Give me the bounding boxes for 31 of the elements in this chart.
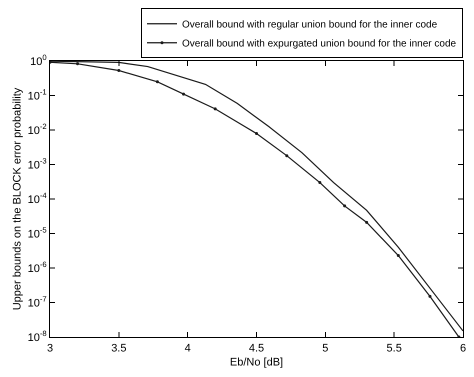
y-tick-label: 10$^{-7}$ bbox=[28, 294, 47, 310]
y-tick-label: 10$^{-2}$ bbox=[28, 122, 47, 137]
point bbox=[365, 220, 368, 224]
x-tick-label: 3 bbox=[46, 342, 54, 354]
point bbox=[117, 69, 120, 72]
x-tick-label: 5.5 bbox=[386, 342, 402, 354]
x-tick-label: 4 bbox=[184, 342, 191, 354]
y-tick-label: 10$^{-4}$ bbox=[28, 191, 48, 206]
point bbox=[214, 107, 217, 110]
point bbox=[343, 204, 346, 208]
y-tick-label: 10$^{-8}$ bbox=[28, 329, 47, 344]
y-tick-label: 10$^{-5}$ bbox=[28, 226, 47, 240]
point bbox=[182, 92, 186, 96]
point bbox=[156, 80, 159, 84]
x-axis-title: Eb/No [dB] bbox=[230, 356, 284, 368]
legend-label: Overall bound with regular union bound for the inner code bbox=[182, 20, 438, 31]
y-tick-label: 10$^{-6}$ bbox=[28, 260, 47, 275]
point bbox=[428, 294, 432, 298]
point bbox=[318, 181, 322, 184]
x-tick-label: 6 bbox=[460, 342, 466, 354]
point bbox=[285, 154, 288, 158]
point bbox=[76, 62, 80, 66]
y-tick-label: 10$^{-3}$ bbox=[28, 156, 47, 172]
y-tick-label: 10$^{-1}$ bbox=[28, 88, 47, 102]
legend-label: Overall bound with expurgated union bound for the inner code bbox=[182, 38, 457, 50]
x-tick-label: 3.5 bbox=[111, 342, 126, 354]
x-tick-label: 4.5 bbox=[248, 342, 264, 354]
point bbox=[396, 254, 400, 258]
y-tick-label: 10$^{0}$ bbox=[30, 53, 47, 68]
y-axis-title: Upper bounds on the BLOCK error probability bbox=[11, 87, 24, 310]
x-tick-label: 5 bbox=[322, 342, 328, 354]
